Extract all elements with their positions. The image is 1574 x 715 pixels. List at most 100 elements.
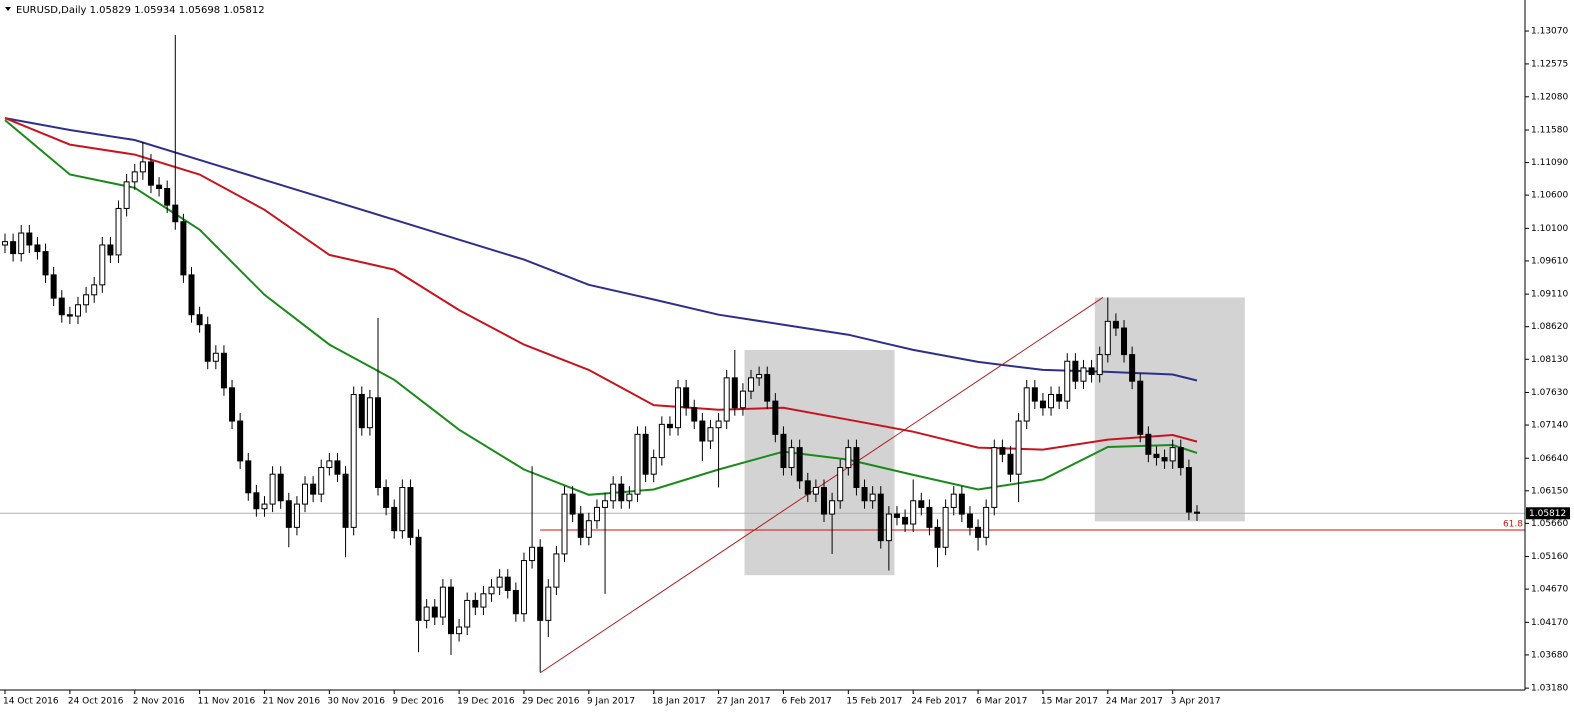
candle-body	[853, 447, 860, 488]
candle-body	[1185, 467, 1192, 513]
candle-body	[975, 526, 982, 538]
candle-body	[342, 473, 349, 528]
candle-body	[50, 274, 57, 299]
y-tick-label: 1.13070	[1531, 27, 1568, 37]
candle-body	[512, 589, 519, 615]
candle-body	[829, 500, 836, 515]
candle-body	[229, 387, 236, 422]
candle-body	[602, 500, 609, 508]
y-tick-label: 1.08130	[1531, 355, 1568, 365]
candle-body	[488, 586, 495, 595]
candle-body	[1048, 393, 1055, 409]
candle-body	[520, 560, 527, 615]
candle-body	[310, 483, 317, 495]
x-tick-label: 21 Nov 2016	[262, 697, 320, 707]
candle-body	[537, 546, 544, 621]
candle-body	[845, 447, 852, 469]
candle-body	[1104, 320, 1111, 356]
candle-body	[164, 187, 171, 206]
candle-body	[293, 503, 300, 528]
candle-body	[812, 486, 819, 495]
candle-body	[212, 352, 219, 362]
candle-body	[561, 493, 568, 555]
candle-body	[99, 244, 106, 286]
candle-body	[42, 251, 49, 276]
candle-body	[447, 586, 454, 635]
candle-body	[58, 297, 65, 316]
candle-body	[1064, 360, 1071, 402]
candle-body	[902, 516, 909, 525]
x-tick-label: 9 Jan 2017	[587, 697, 635, 707]
candle-body	[731, 377, 738, 409]
candle-body	[34, 244, 41, 253]
candle-body	[464, 599, 471, 628]
candle-body	[399, 486, 406, 532]
candle-body	[107, 244, 114, 256]
candle-body	[1129, 354, 1136, 382]
candle-body	[666, 423, 673, 429]
y-tick-label: 1.10600	[1531, 191, 1568, 201]
candle-body	[942, 506, 949, 548]
candle-body	[934, 526, 941, 548]
candle-body	[391, 506, 398, 532]
candle-body	[1194, 511, 1200, 514]
candle-body	[804, 480, 811, 495]
y-tick-label: 1.09610	[1531, 256, 1568, 266]
y-tick-label: 1.12080	[1531, 92, 1568, 102]
y-tick-label: 1.04170	[1531, 618, 1568, 628]
candle-body	[1177, 447, 1184, 469]
candle-body	[723, 377, 730, 422]
candle-body	[180, 221, 187, 276]
candle-body	[958, 493, 965, 515]
candle-body	[1161, 457, 1168, 462]
candle-body	[302, 483, 309, 505]
candle-body	[991, 447, 998, 508]
candle-body	[26, 232, 33, 246]
candle-body	[18, 232, 25, 255]
moving-average	[4, 117, 1198, 451]
candle-body	[496, 576, 503, 588]
x-tick-label: 14 Oct 2016	[3, 697, 59, 707]
candle-body	[861, 486, 868, 502]
x-tick-label: 2 Nov 2016	[133, 697, 185, 707]
candle-body	[83, 294, 90, 306]
candle-body	[423, 606, 430, 621]
candle-body	[739, 390, 746, 409]
moving-average	[4, 117, 1198, 382]
candle-body	[618, 483, 625, 502]
candle-body	[139, 161, 146, 173]
candle-body	[910, 500, 917, 525]
candle-body	[472, 599, 479, 608]
y-tick-label: 1.11580	[1531, 126, 1568, 136]
x-tick-label: 29 Dec 2016	[522, 697, 580, 707]
candle-body	[156, 184, 163, 189]
y-tick-label: 1.03680	[1531, 650, 1568, 660]
candle-body	[456, 626, 463, 635]
candle-body	[1096, 354, 1103, 376]
candle-body	[610, 483, 617, 502]
x-tick-label: 24 Feb 2017	[911, 697, 967, 707]
candle-body	[261, 503, 268, 510]
candle-body	[966, 513, 973, 528]
candle-body	[1137, 380, 1144, 435]
candle-body	[1039, 400, 1046, 409]
candle-body	[196, 314, 203, 326]
candle-body	[553, 553, 560, 588]
candle-body	[926, 506, 933, 528]
close-value: 1.05812	[223, 5, 264, 16]
candle-body	[1112, 320, 1119, 329]
candle-body	[545, 586, 552, 621]
candle-body	[1145, 433, 1152, 455]
candle-body	[650, 457, 657, 475]
candle-body	[2, 241, 8, 246]
candle-body	[788, 447, 795, 469]
candle-body	[318, 467, 325, 495]
candle-body	[269, 473, 276, 505]
candle-body	[407, 486, 414, 538]
low-value: 1.05698	[179, 5, 220, 16]
y-tick-label: 1.09110	[1531, 290, 1568, 300]
price-tag-label: 1.05812	[1529, 509, 1566, 519]
y-tick-label: 1.04670	[1531, 585, 1568, 595]
candle-body	[172, 204, 179, 223]
candle-body	[1023, 387, 1030, 422]
